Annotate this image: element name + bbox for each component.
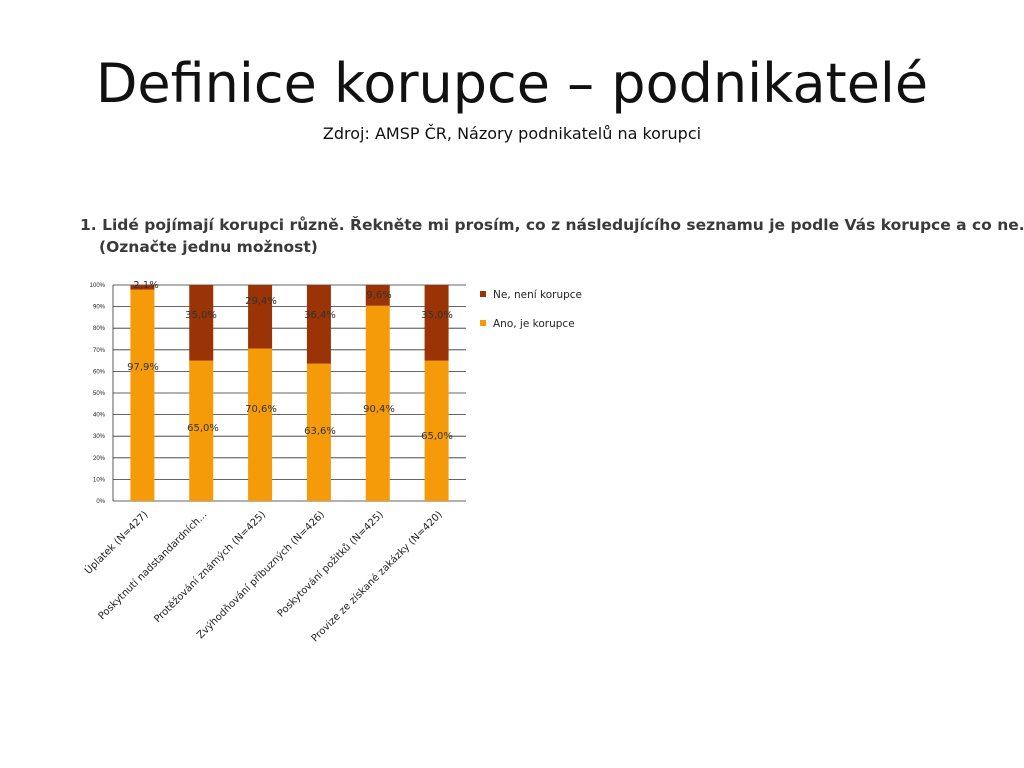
question-text: 1. Lidé pojímají korupci různě. Řekněte … (80, 216, 1024, 234)
bar-segment (365, 305, 390, 501)
data-label: 97,9% (127, 362, 159, 373)
data-label: 2,1% (133, 280, 158, 291)
chart-bars (130, 285, 449, 501)
data-label: 65,0% (421, 431, 453, 442)
y-tick-label: 10% (93, 477, 106, 483)
chart-grid: 0% 10% 20% 30% 40% 50% 60% 70% 80% 90% 100% (90, 283, 466, 505)
question-instruction: (Označte jednu možnost) (99, 238, 318, 256)
data-label: 36,4% (304, 310, 336, 321)
x-category-label: Zvýhodňování příbuzných (N=426) (194, 509, 327, 642)
data-label: 70,6% (245, 404, 277, 415)
y-tick-label: 90% (93, 305, 106, 311)
bar-segment (306, 363, 331, 501)
y-tick-label: 40% (93, 413, 106, 419)
bar-segment (365, 285, 390, 306)
data-label: 9,6% (366, 290, 391, 301)
slide-title: Definice korupce – podnikatelé (95, 52, 929, 115)
y-tick-label: 30% (93, 434, 106, 440)
y-tick-label: 0% (96, 499, 105, 505)
data-label: 29,4% (245, 296, 277, 307)
bar-segment (189, 285, 214, 361)
y-tick-label: 50% (93, 391, 106, 397)
legend-swatch (480, 291, 486, 297)
bar-segment (189, 360, 214, 501)
x-category-label: Provize ze získané zakázky (N=420) (309, 509, 445, 645)
chart-legend: Ne, není korupce Ano, je korupce (480, 289, 582, 330)
data-label: 35,0% (421, 310, 453, 321)
bar-segment (424, 360, 449, 501)
x-category-label: Úplatek (N=427) (82, 508, 151, 577)
y-tick-label: 70% (93, 348, 106, 354)
bar-segment (424, 285, 449, 361)
legend-label: Ne, není korupce (493, 289, 582, 301)
y-tick-label: 20% (93, 456, 106, 462)
bar-segment (130, 289, 155, 501)
bar-segment (248, 348, 273, 501)
data-label: 63,6% (304, 426, 336, 437)
y-tick-label: 60% (93, 369, 106, 375)
slide-subtitle: Zdroj: AMSP ČR, Názory podnikatelů na ko… (322, 124, 702, 143)
bar-segment (306, 285, 331, 364)
data-label: 65,0% (187, 423, 219, 434)
legend-label: Ano, je korupce (493, 318, 575, 330)
y-tick-label: 100% (90, 283, 106, 289)
data-label: 35,0% (185, 310, 217, 321)
x-category-label: Poskytování požitků (N=425) (275, 509, 386, 620)
bar-segment (130, 285, 155, 290)
x-category-label: Poskytnutí nadstandardních... (96, 509, 209, 622)
y-tick-label: 80% (93, 326, 106, 332)
x-category-label: Protěžování známých (N=425) (152, 509, 269, 626)
legend-swatch (480, 320, 486, 326)
bar-segment (248, 285, 273, 349)
data-label: 90,4% (363, 404, 395, 415)
